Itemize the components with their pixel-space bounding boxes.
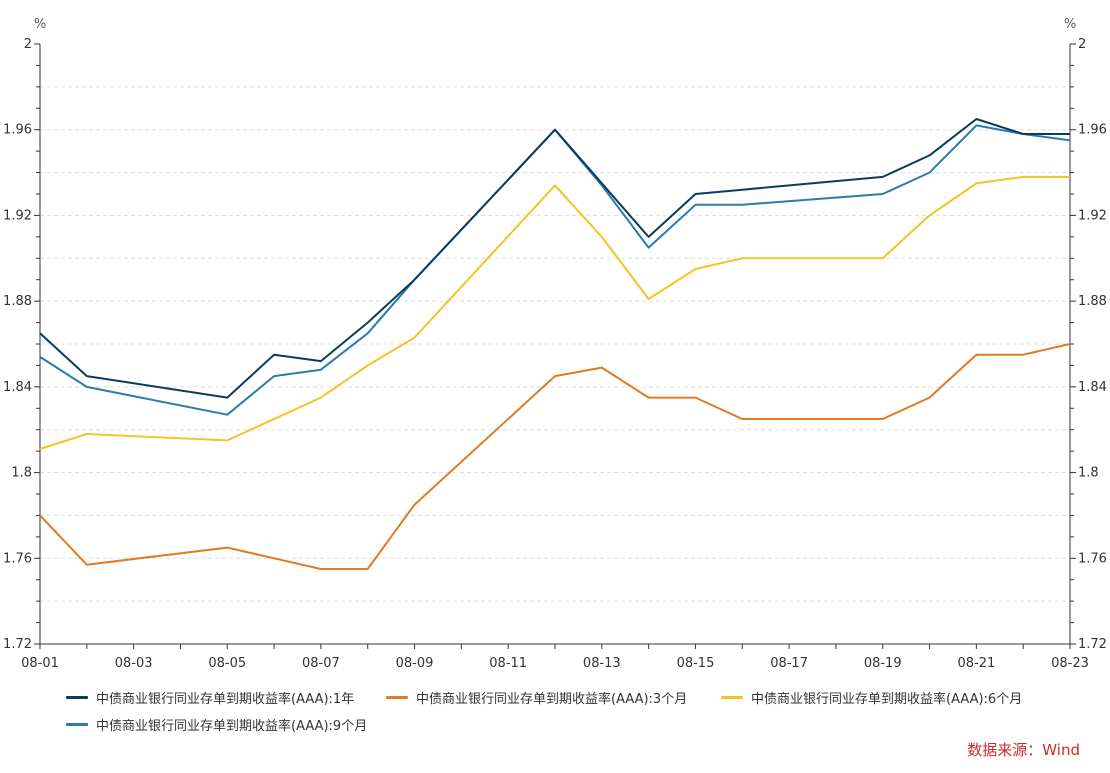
series-line — [39, 118, 1070, 399]
y-unit-left: % — [34, 17, 46, 32]
y-tick-label-left: 1.92 — [3, 208, 32, 223]
legend-swatch — [386, 696, 408, 699]
legend-label: 中债商业银行同业存单到期收益率(AAA):6个月 — [751, 692, 1023, 707]
legend-item[interactable]: 中债商业银行同业存单到期收益率(AAA):9个月 — [66, 715, 367, 734]
y-tick-label-left: 1.76 — [3, 551, 32, 566]
y-tick-label-right: 1.92 — [1078, 208, 1107, 223]
legend-item[interactable]: 中债商业银行同业存单到期收益率(AAA):1年 — [66, 688, 354, 707]
series-line — [39, 343, 1071, 570]
series-lines — [39, 118, 1071, 570]
legend-item[interactable]: 中债商业银行同业存单到期收益率(AAA):6个月 — [721, 688, 1022, 707]
y-tick-label-right: 1.76 — [1078, 551, 1107, 566]
source-note: 数据来源：Wind — [967, 741, 1080, 759]
legend-label: 中债商业银行同业存单到期收益率(AAA):3个月 — [416, 692, 688, 707]
y-tick-label-right: 1.96 — [1078, 123, 1107, 138]
line-chart: 1.72 1.72 1.76 1.76 1.8 1.8 1.84 1.84 1.88 1.88 1.… — [3, 17, 1107, 671]
x-tick-label: 08-09 — [396, 656, 434, 671]
y-tick-label-left: 1.84 — [3, 380, 32, 395]
x-tick-label: 08-05 — [208, 656, 246, 671]
series-line — [39, 175, 1070, 450]
grid-lines — [40, 86, 1070, 602]
y-tick-label-right: 1.72 — [1078, 637, 1107, 652]
x-tick-label: 08-03 — [115, 656, 153, 671]
legend-item[interactable]: 中债商业银行同业存单到期收益率(AAA):3个月 — [386, 688, 687, 707]
x-tick-label: 08-15 — [677, 656, 715, 671]
x-tick-label: 08-01 — [21, 656, 59, 671]
y-tick-label-left: 1.88 — [3, 294, 32, 309]
legend-swatch — [66, 696, 88, 699]
legend-label: 中债商业银行同业存单到期收益率(AAA):1年 — [96, 692, 355, 707]
legend-label: 中债商业银行同业存单到期收益率(AAA):9个月 — [96, 719, 368, 734]
y-tick-label-left: 1.96 — [3, 123, 32, 138]
x-tick-label: 08-19 — [864, 656, 902, 671]
y-tick-label-left: 1.8 — [11, 466, 32, 481]
x-tick-label: 08-21 — [957, 656, 995, 671]
x-tick-label: 08-23 — [1051, 656, 1089, 671]
y-tick-label-right: 1.8 — [1078, 466, 1099, 481]
legend-swatch — [66, 723, 88, 726]
x-tick-label: 08-11 — [489, 656, 527, 671]
y-tick-label-right: 1.84 — [1078, 380, 1107, 395]
legend-swatch — [721, 696, 743, 699]
x-tick-label: 08-13 — [583, 656, 621, 671]
x-tick-label: 08-07 — [302, 656, 340, 671]
y-tick-label-left: 1.72 — [3, 637, 32, 652]
y-tick-label-left: 2 — [24, 37, 32, 52]
y-tick-label-right: 2 — [1078, 37, 1086, 52]
y-tick-label-right: 1.88 — [1078, 294, 1107, 309]
tick-labels: 1.72 1.72 1.76 1.76 1.8 1.8 1.84 1.84 1.88 1.88 1.… — [3, 17, 1107, 671]
y-unit-right: % — [1064, 17, 1076, 32]
x-tick-label: 08-17 — [770, 656, 808, 671]
series-line — [39, 124, 1071, 416]
